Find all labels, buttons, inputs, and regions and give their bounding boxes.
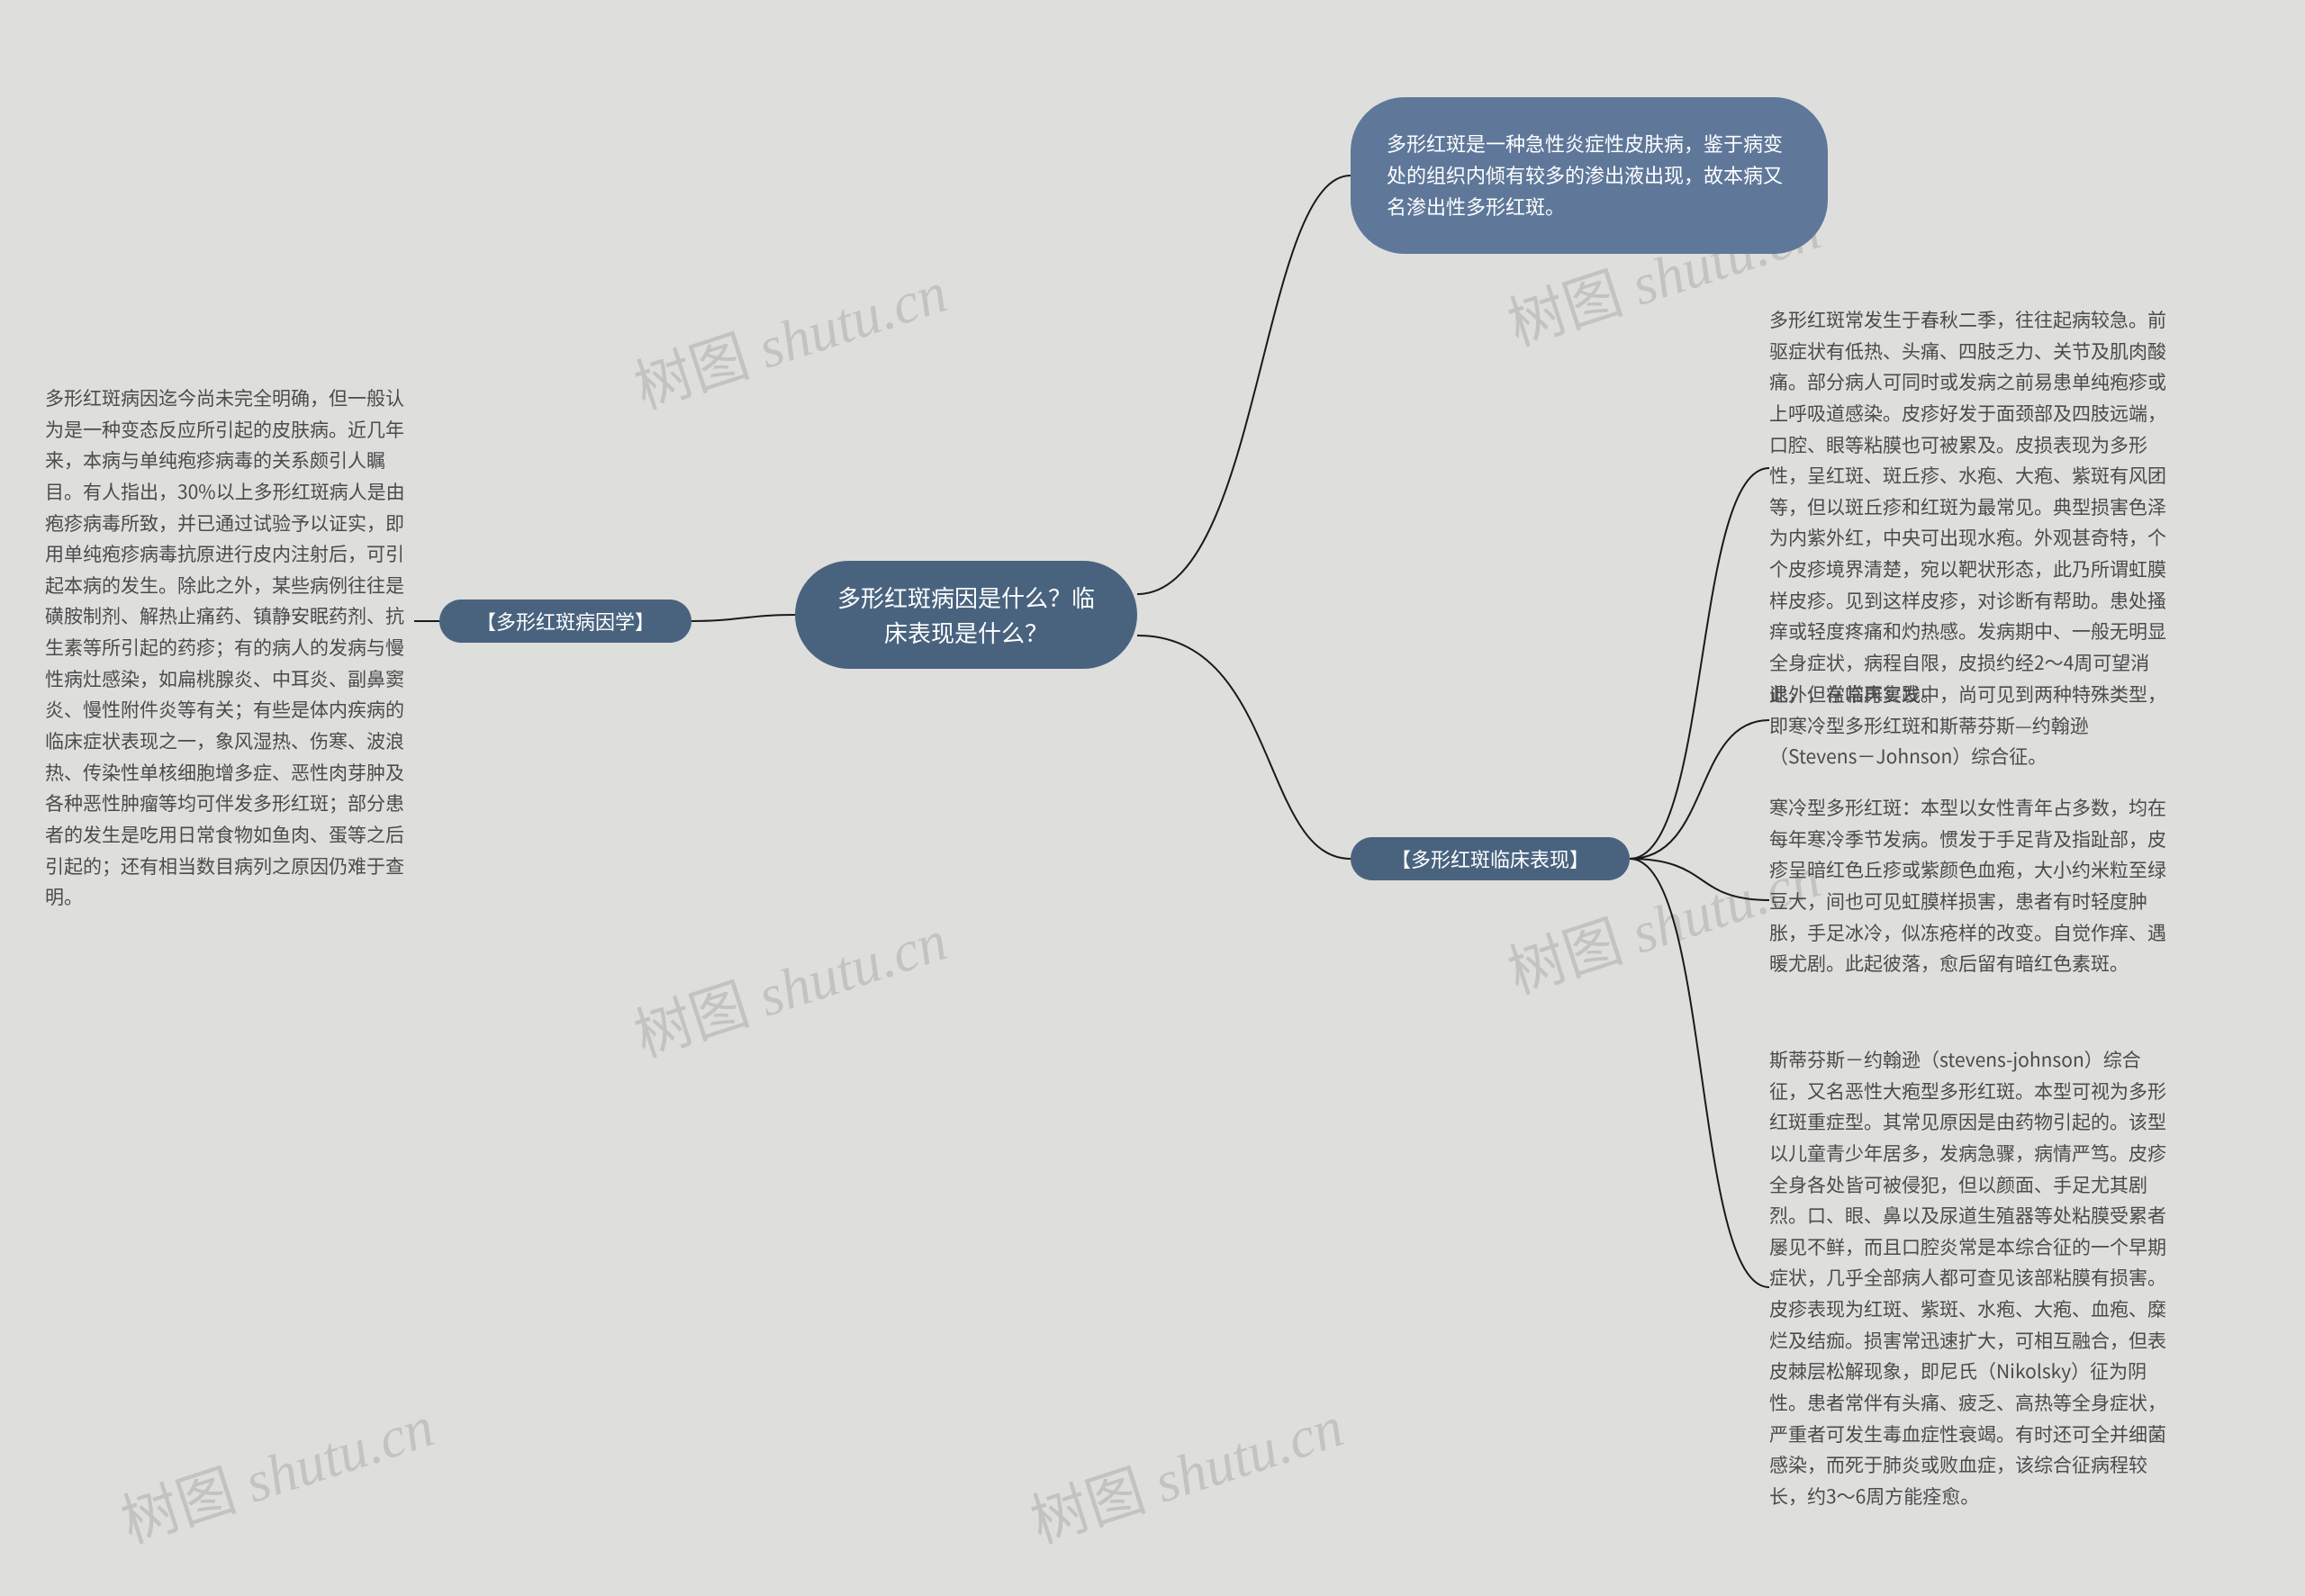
clinical-block-2: 此外，在临床实践中，尚可见到两种特殊类型，即寒冷型多形红斑和斯蒂芬斯—约翰逊（S… (1769, 679, 2174, 772)
clinical-block-4-text: 斯蒂芬斯－约翰逊（stevens-johnson）综合征，又名恶性大疱型多形红斑… (1769, 1046, 2166, 1510)
watermark: 树图 shutu.cn (623, 895, 956, 1073)
clinical-block-2-text: 此外，在临床实践中，尚可见到两种特殊类型，即寒冷型多形红斑和斯蒂芬斯—约翰逊（S… (1769, 681, 2166, 770)
clinical-block-1-text: 多形红斑常发生于春秋二季，往往起病较急。前驱症状有低热、头痛、四肢乏力、关节及肌… (1769, 306, 2166, 708)
clinical-block-4: 斯蒂芬斯－约翰逊（stevens-johnson）综合征，又名恶性大疱型多形红斑… (1769, 1044, 2174, 1512)
root-title: 多形红斑病因是什么？临床表现是什么？ (827, 580, 1105, 650)
clinical-block-3-text: 寒冷型多形红斑：本型以女性青年占多数，均在每年寒冷季节发病。惯发于手足背及指趾部… (1769, 794, 2166, 977)
description-node[interactable]: 多形红斑是一种急性炎症性皮肤病，鉴于病变处的组织内倾有较多的渗出液出现，故本病又… (1351, 97, 1828, 254)
clinical-block-1: 多形红斑常发生于春秋二季，往往起病较急。前驱症状有低热、头痛、四肢乏力、关节及肌… (1769, 304, 2174, 709)
description-text: 多形红斑是一种急性炎症性皮肤病，鉴于病变处的组织内倾有较多的渗出液出现，故本病又… (1387, 128, 1792, 223)
etiology-label-text: 【多形红斑病因学】 (476, 607, 655, 636)
etiology-body-node: 多形红斑病因迄今尚未完全明确，但一般认为是一种变态反应所引起的皮肤病。近几年来，… (45, 383, 414, 913)
watermark: 树图 shutu.cn (1019, 1381, 1352, 1559)
watermark: 树图 shutu.cn (623, 247, 956, 425)
clinical-label-text: 【多形红斑临床表现】 (1391, 844, 1589, 873)
clinical-label-node[interactable]: 【多形红斑临床表现】 (1351, 837, 1630, 880)
etiology-body-text: 多形红斑病因迄今尚未完全明确，但一般认为是一种变态反应所引起的皮肤病。近几年来，… (45, 384, 405, 910)
etiology-label-node[interactable]: 【多形红斑病因学】 (439, 600, 692, 643)
root-node[interactable]: 多形红斑病因是什么？临床表现是什么？ (795, 561, 1137, 669)
watermark: 树图 shutu.cn (110, 1381, 443, 1559)
clinical-block-3: 寒冷型多形红斑：本型以女性青年占多数，均在每年寒冷季节发病。惯发于手足背及指趾部… (1769, 792, 2174, 979)
